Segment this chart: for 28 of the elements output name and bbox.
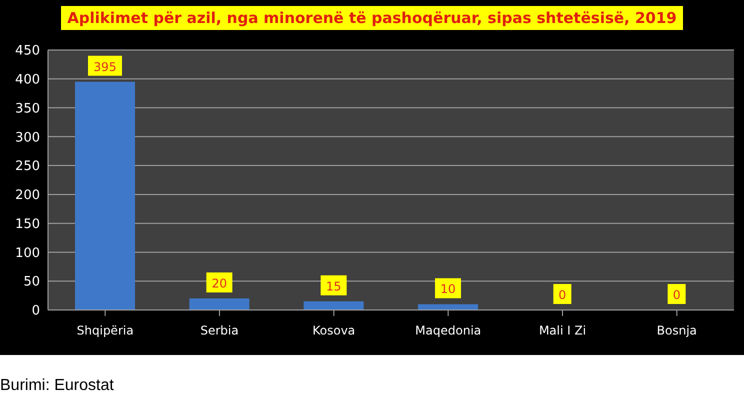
- data-label: 10: [440, 282, 456, 296]
- x-tick-label: Maqedonia: [415, 324, 482, 338]
- x-tick-label: Serbia: [200, 324, 239, 338]
- bar: [304, 301, 364, 310]
- x-tick-label: Bosnja: [656, 324, 697, 338]
- y-tick-label: 100: [15, 246, 40, 261]
- x-tick-label: Kosova: [312, 324, 356, 338]
- y-tick-label: 450: [15, 44, 40, 59]
- y-tick-label: 400: [15, 72, 40, 88]
- text: Burimi: Eurostat: [0, 377, 744, 395]
- data-label: 0: [672, 288, 680, 302]
- bar: [189, 298, 250, 310]
- data-label: 15: [326, 279, 342, 294]
- data-label: 395: [94, 60, 116, 74]
- data-label: 20: [212, 276, 227, 290]
- bar: [418, 304, 478, 310]
- y-tick-label: 150: [15, 216, 40, 232]
- y-tick-label: 300: [15, 130, 40, 146]
- x-tick-label: Mali I Zi: [538, 324, 586, 338]
- x-tick-label: Shqipëria: [76, 324, 134, 338]
- y-tick-label: 350: [15, 101, 40, 116]
- y-tick-label: 0: [32, 304, 40, 319]
- chart-title: Aplikimet për azil, nga minorenë të pashoqëruar, sipas shtetësisë, 2019: [61, 6, 683, 30]
- y-tick-label: 200: [15, 188, 40, 204]
- y-tick-label: 50: [23, 274, 40, 290]
- y-tick-label: 250: [15, 159, 40, 174]
- bar: [75, 82, 135, 310]
- data-label: 0: [558, 288, 566, 302]
